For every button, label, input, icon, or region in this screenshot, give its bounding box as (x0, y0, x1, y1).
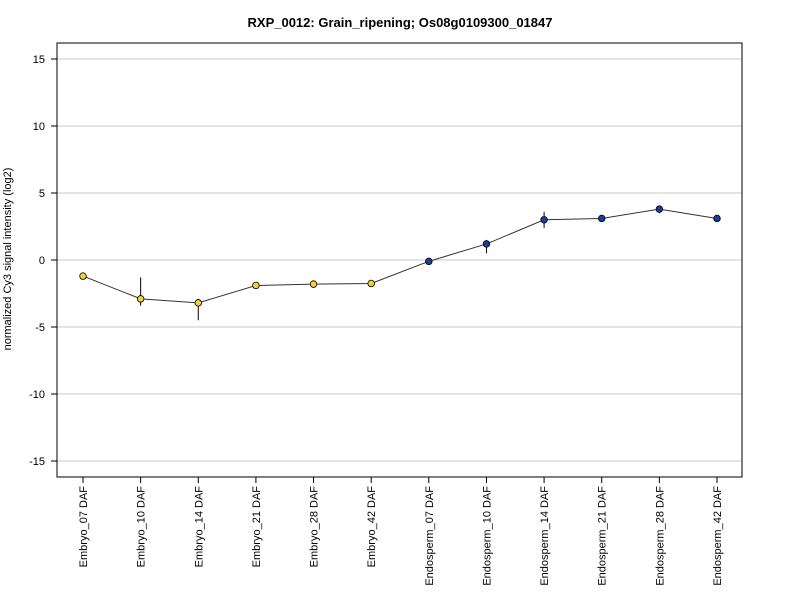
y-tick-label: 0 (39, 255, 45, 267)
x-tick-label: Embryo_10 DAF (136, 486, 148, 568)
y-axis: -15 -10 -5 0 5 10 15 (29, 54, 57, 468)
data-point (655, 205, 664, 213)
chart-title: RXP_0012: Grain_ripening; Os08g0109300_0… (248, 15, 553, 30)
data-point (598, 214, 606, 223)
data-point (713, 214, 721, 223)
x-tick-label: Embryo_07 DAF (78, 486, 90, 568)
data-point (79, 272, 87, 280)
data-point (252, 281, 260, 290)
y-tick-label: 5 (39, 188, 45, 200)
data-point (136, 295, 145, 303)
data-point (425, 257, 433, 266)
x-tick-label: Embryo_21 DAF (251, 486, 263, 568)
x-tick-label: Endosperm_42 DAF (712, 486, 724, 586)
y-axis-label: normalized Cy3 signal intensity (log2) (2, 168, 14, 351)
data-point (482, 240, 491, 248)
x-tick-label: Endosperm_28 DAF (654, 486, 666, 586)
x-tick-label: Endosperm_14 DAF (539, 486, 551, 586)
data-point (194, 299, 202, 307)
x-tick-label: Embryo_42 DAF (366, 486, 378, 568)
x-tick-label: Endosperm_07 DAF (424, 486, 436, 586)
y-tick-label: -5 (35, 322, 45, 334)
series-layer (79, 205, 721, 321)
y-tick-label: 15 (33, 54, 45, 66)
x-tick-label: Endosperm_10 DAF (481, 486, 493, 586)
series-line (82, 208, 718, 304)
grid-layer (57, 58, 742, 462)
data-point (540, 216, 548, 224)
y-tick-label: -10 (29, 389, 45, 401)
data-point (309, 280, 318, 288)
x-axis: Embryo_07 DAF Embryo_10 DAF Embryo_14 DAF E… (78, 477, 724, 586)
y-tick-label: 10 (33, 121, 45, 133)
x-tick-label: Embryo_14 DAF (193, 486, 205, 568)
x-tick-label: Endosperm_21 DAF (597, 486, 609, 586)
x-tick-label: Embryo_28 DAF (309, 486, 321, 568)
y-tick-label: -15 (29, 456, 45, 468)
data-point (367, 279, 375, 288)
